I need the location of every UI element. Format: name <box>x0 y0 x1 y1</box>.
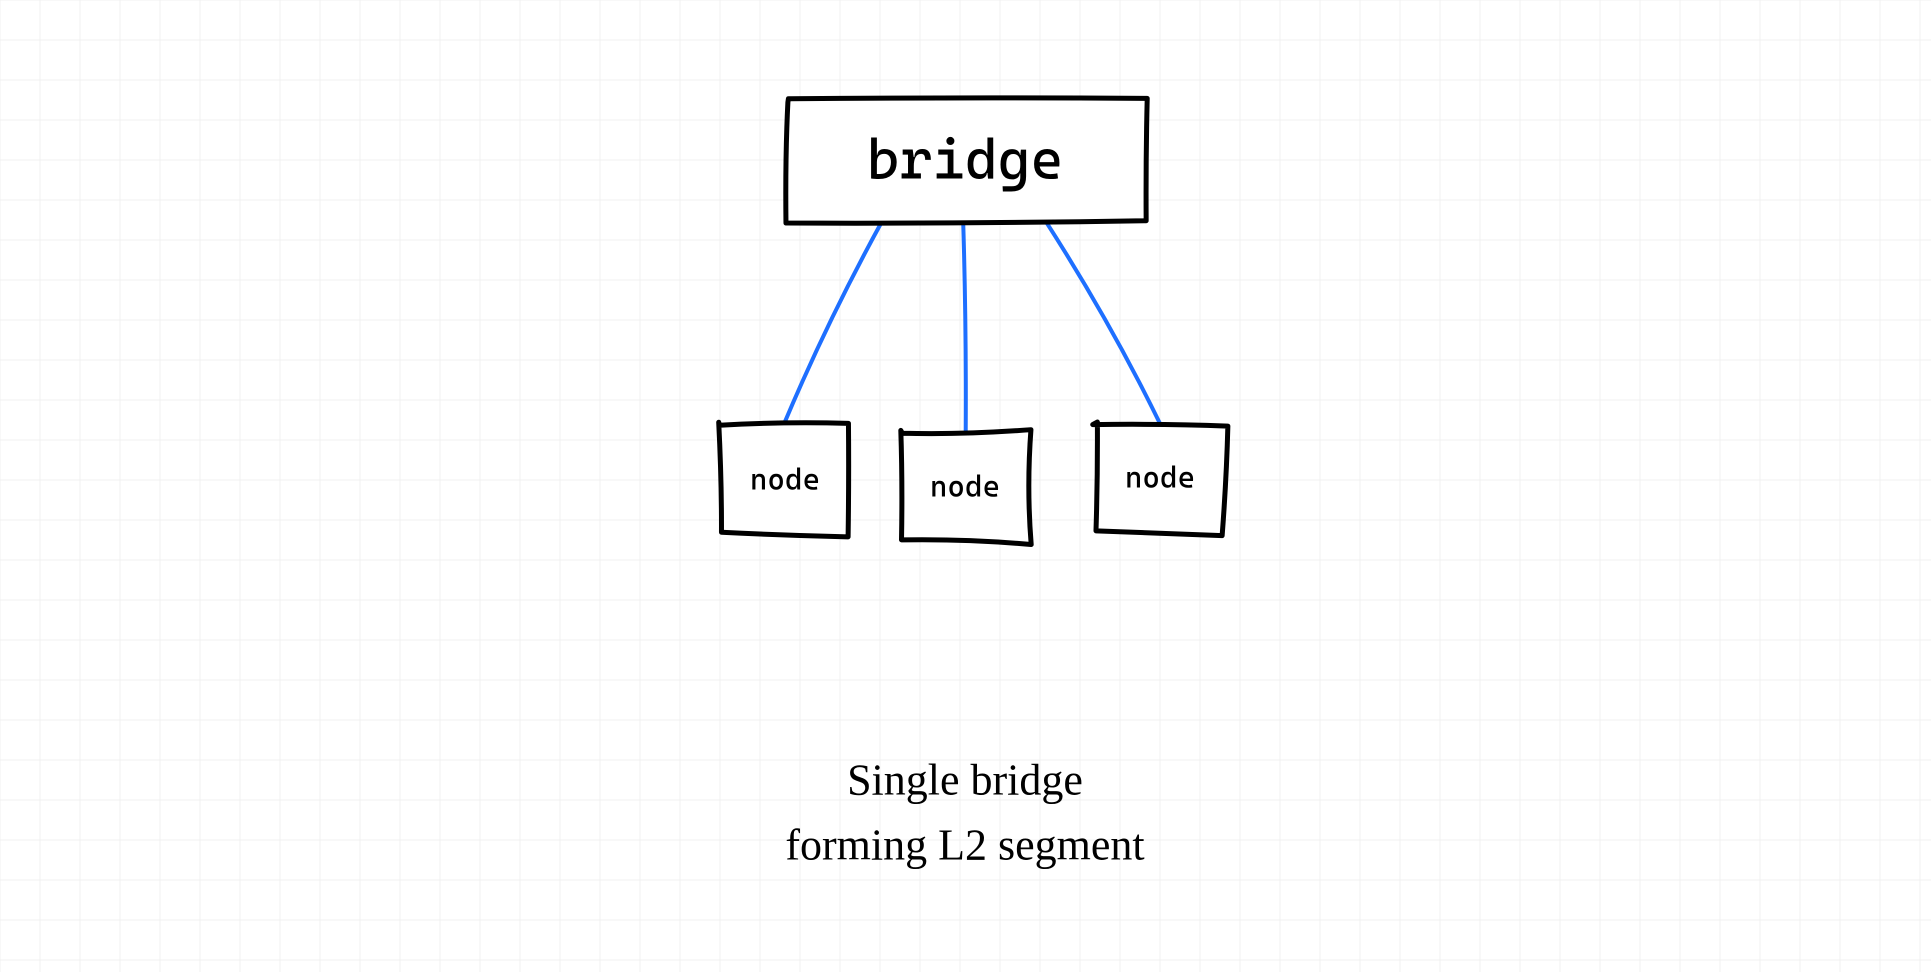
node-bridge-label: bridge <box>867 128 1064 193</box>
node-node1-label: node <box>750 463 820 498</box>
node-node2: node <box>901 430 1031 545</box>
caption-line-1: Single bridge <box>847 756 1083 805</box>
caption-line-2: forming L2 segment <box>785 821 1144 870</box>
node-bridge: bridge <box>786 98 1147 223</box>
node-node1: node <box>719 422 849 537</box>
diagram-canvas: bridge node node node Single bridge forming L… <box>0 0 1931 972</box>
node-node3: node <box>1093 422 1228 536</box>
node-node2-label: node <box>930 470 1000 505</box>
node-node3-label: node <box>1125 461 1195 496</box>
